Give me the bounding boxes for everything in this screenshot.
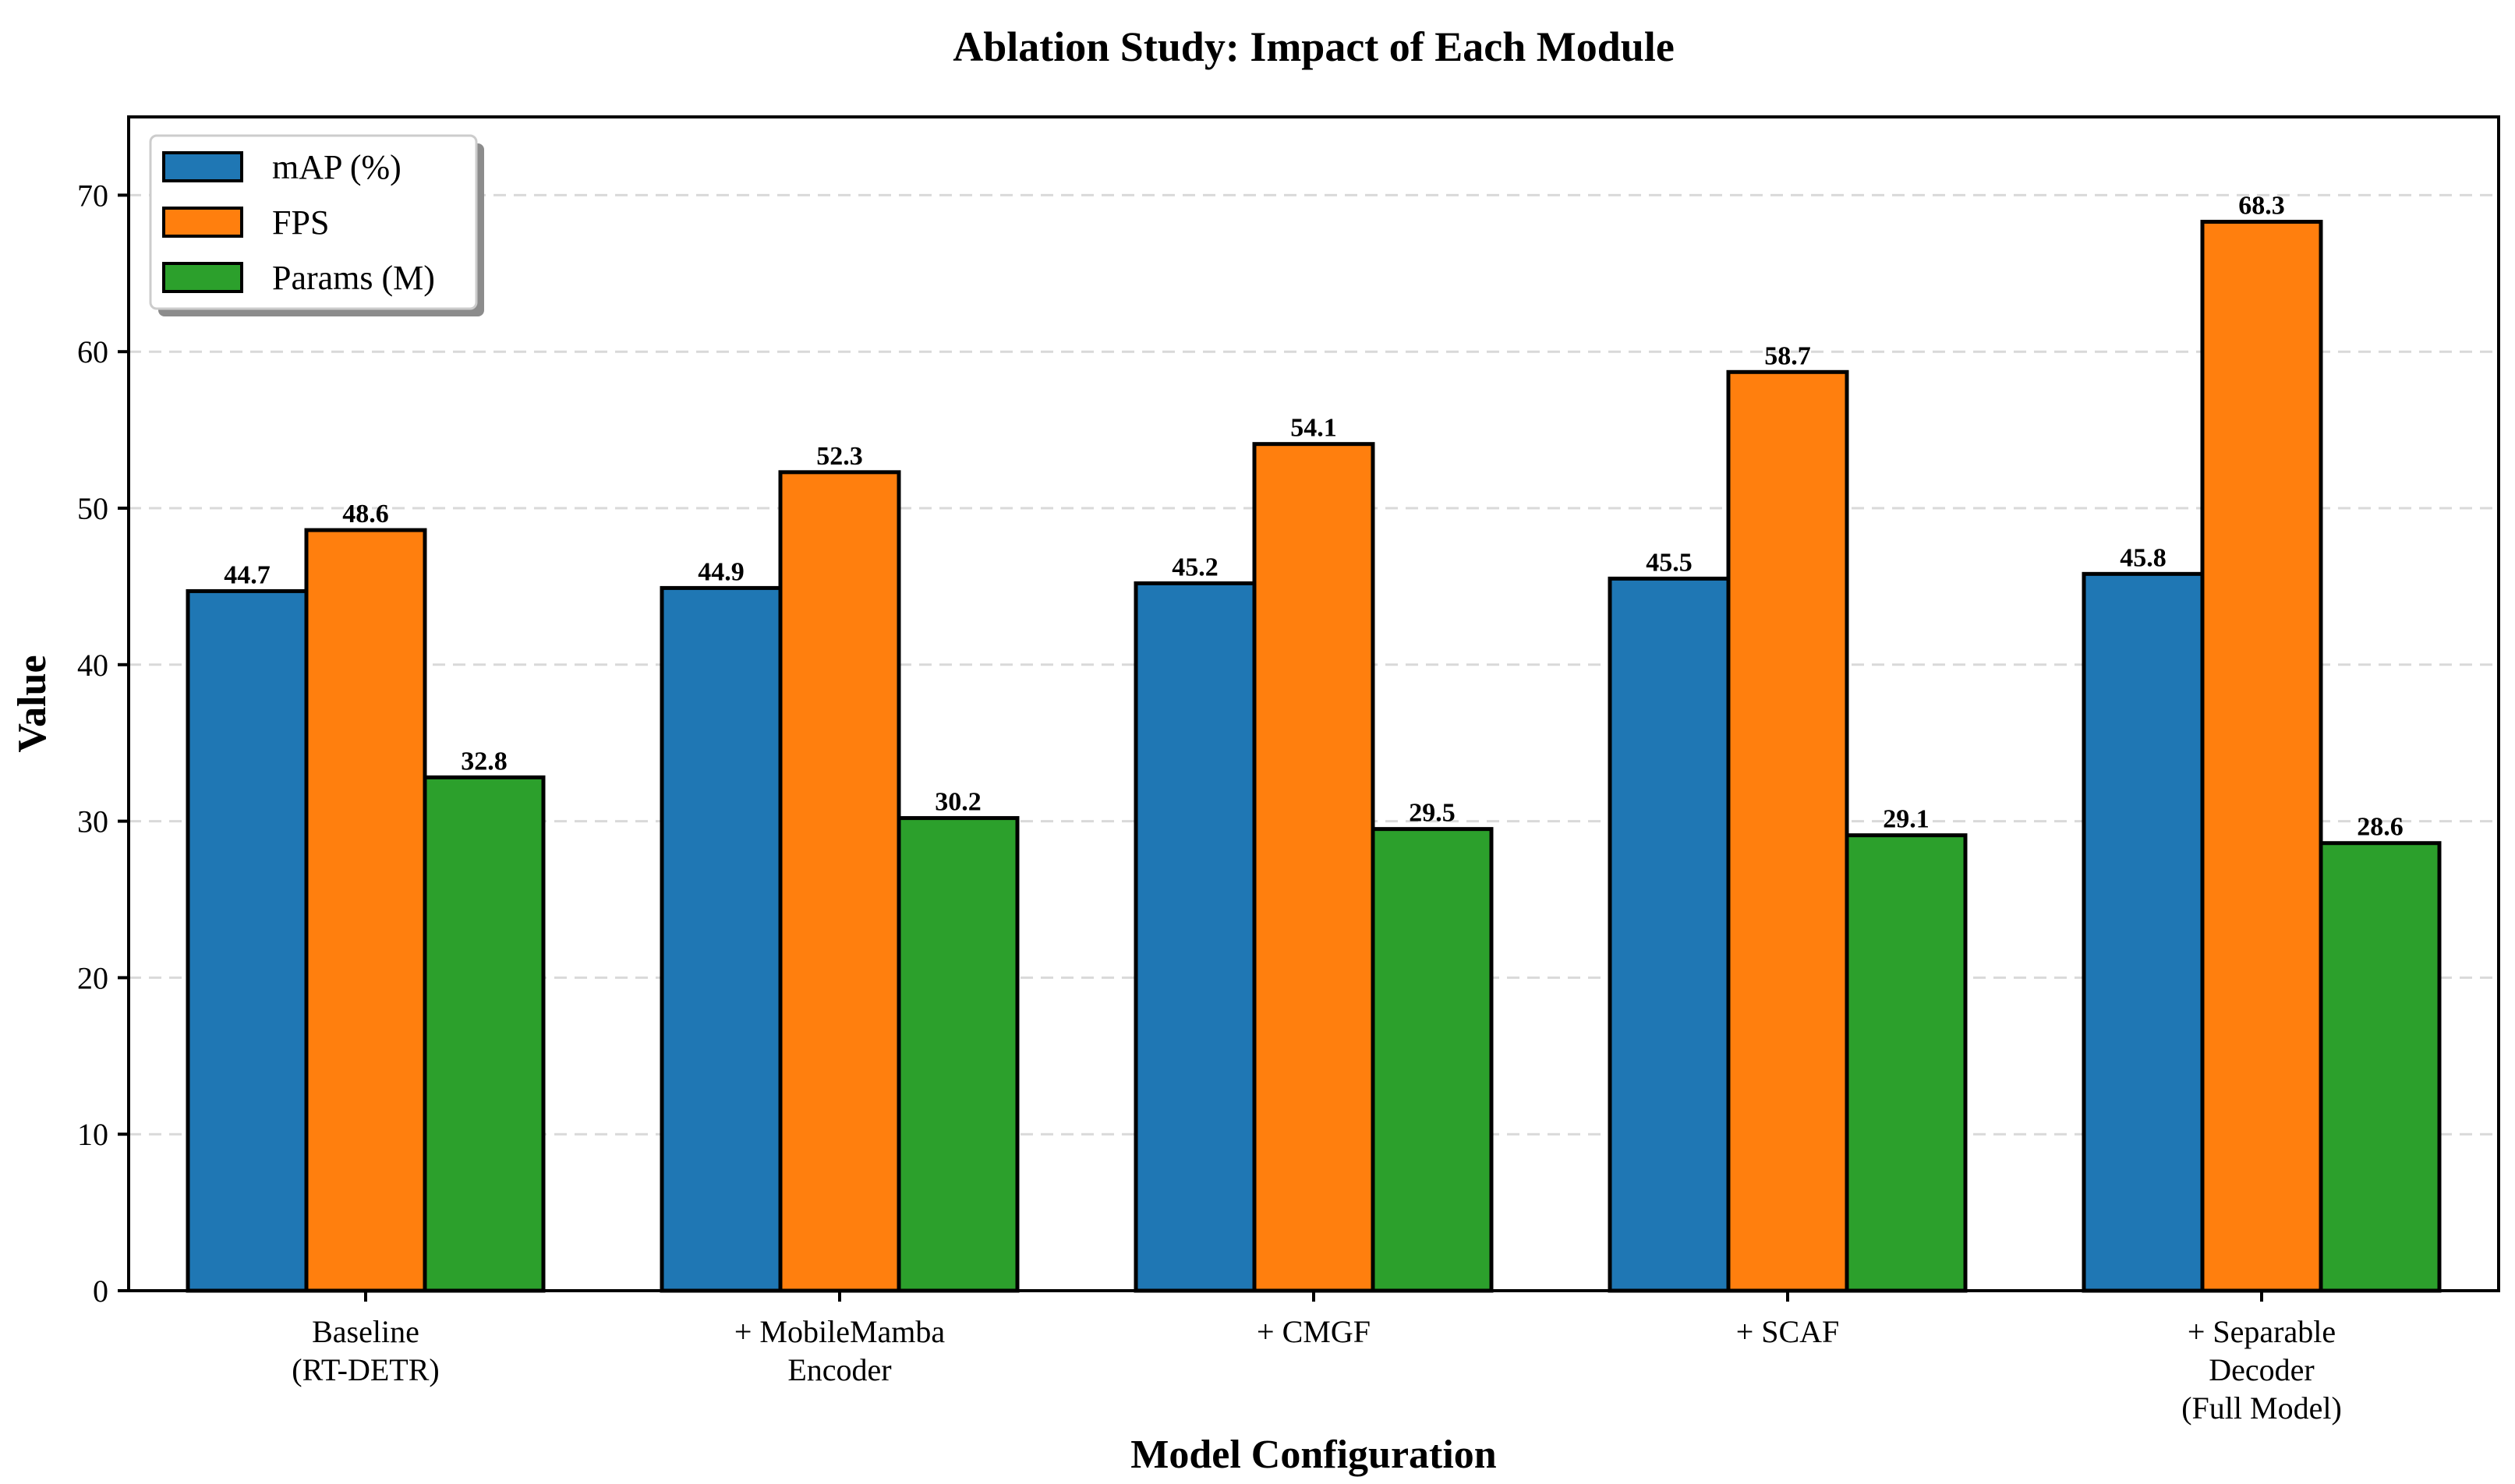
x-axis: Baseline (RT-DETR) + MobileMamba Encoder + C… bbox=[292, 1291, 2342, 1426]
x-tick-label: + CMGF bbox=[1257, 1314, 1371, 1349]
legend-swatch bbox=[162, 262, 243, 293]
bar-params-m bbox=[1845, 833, 1968, 1293]
legend: mAP (%) FPS Params (M) bbox=[149, 134, 484, 316]
bar-map bbox=[1608, 576, 1731, 1293]
bar-map bbox=[186, 588, 309, 1293]
y-tick-label: 60 bbox=[77, 334, 108, 369]
x-tick-label: + Separable Decoder (Full Model) bbox=[2181, 1314, 2342, 1426]
x-tick-label-line: (Full Model) bbox=[2181, 1390, 2342, 1426]
y-tick-label: 40 bbox=[77, 648, 108, 683]
bar-fps bbox=[778, 470, 901, 1293]
bar-params-m bbox=[423, 775, 546, 1293]
legend-label: mAP (%) bbox=[272, 148, 401, 186]
data-labels: 44.7 48.6 32.8 44.9 52.3 30.2 45.2 54.1 29.5 45.5… bbox=[224, 192, 2404, 842]
x-tick-label-line: Baseline bbox=[312, 1314, 419, 1349]
y-tick-label: 10 bbox=[77, 1117, 108, 1152]
bar-value-label: 45.5 bbox=[1646, 548, 1693, 577]
bar-value-label: 52.3 bbox=[816, 442, 863, 471]
bar-value-label: 28.6 bbox=[2357, 813, 2404, 842]
bar-params-m bbox=[2319, 841, 2442, 1293]
y-tick-label: 0 bbox=[93, 1274, 108, 1309]
chart-title: Ablation Study: Impact of Each Module bbox=[953, 23, 1675, 70]
bar-params-m bbox=[897, 816, 1020, 1293]
bar-map bbox=[2082, 571, 2205, 1293]
y-axis-title: Value bbox=[10, 655, 55, 752]
legend-label: FPS bbox=[272, 203, 329, 242]
bar-value-label: 54.1 bbox=[1290, 414, 1337, 443]
bar-map bbox=[660, 585, 783, 1293]
y-tick-label: 20 bbox=[77, 960, 108, 995]
bar-value-label: 44.7 bbox=[224, 560, 271, 589]
x-axis-title: Model Configuration bbox=[1130, 1433, 1497, 1477]
bar-value-label: 44.9 bbox=[698, 557, 745, 586]
bar-value-label: 30.2 bbox=[935, 788, 982, 817]
legend-swatch bbox=[162, 151, 243, 182]
x-tick-label-line: (RT-DETR) bbox=[292, 1352, 439, 1387]
x-tick-label-line: + CMGF bbox=[1257, 1314, 1371, 1349]
legend-label: Params (M) bbox=[272, 259, 435, 297]
bar-value-label: 45.2 bbox=[1172, 553, 1219, 581]
x-tick-label-line: + MobileMamba bbox=[734, 1314, 946, 1349]
bar-value-label: 29.1 bbox=[1883, 805, 1930, 834]
bar-value-label: 32.8 bbox=[461, 747, 508, 776]
bar-params-m bbox=[1371, 827, 1494, 1293]
x-tick-label-line: + SCAF bbox=[1736, 1314, 1840, 1349]
x-tick-label-line: + Separable bbox=[2188, 1314, 2336, 1349]
legend-swatch bbox=[162, 207, 243, 238]
bar-value-label: 48.6 bbox=[342, 500, 389, 528]
x-tick-label-line: Decoder bbox=[2209, 1352, 2314, 1387]
y-tick-label: 30 bbox=[77, 804, 108, 839]
bar-value-label: 68.3 bbox=[2238, 192, 2285, 221]
bar-value-label: 58.7 bbox=[1764, 341, 1811, 370]
x-tick-label: + MobileMamba Encoder bbox=[734, 1314, 946, 1387]
bar-fps bbox=[1252, 442, 1375, 1293]
x-tick-label: + SCAF bbox=[1736, 1314, 1840, 1349]
bar-fps bbox=[2200, 220, 2323, 1293]
bar-value-label: 29.5 bbox=[1409, 799, 1456, 828]
y-tick-label: 50 bbox=[77, 491, 108, 526]
x-tick-label: Baseline (RT-DETR) bbox=[292, 1314, 439, 1387]
bar-fps bbox=[304, 528, 427, 1293]
bar-map bbox=[1134, 581, 1257, 1293]
y-tick-label: 70 bbox=[77, 178, 108, 213]
y-axis: 0 10 20 30 40 50 60 70 bbox=[77, 178, 129, 1309]
x-tick-label-line: Encoder bbox=[787, 1352, 891, 1387]
bar-value-label: 45.8 bbox=[2120, 543, 2167, 572]
bar-fps bbox=[1726, 369, 1849, 1293]
